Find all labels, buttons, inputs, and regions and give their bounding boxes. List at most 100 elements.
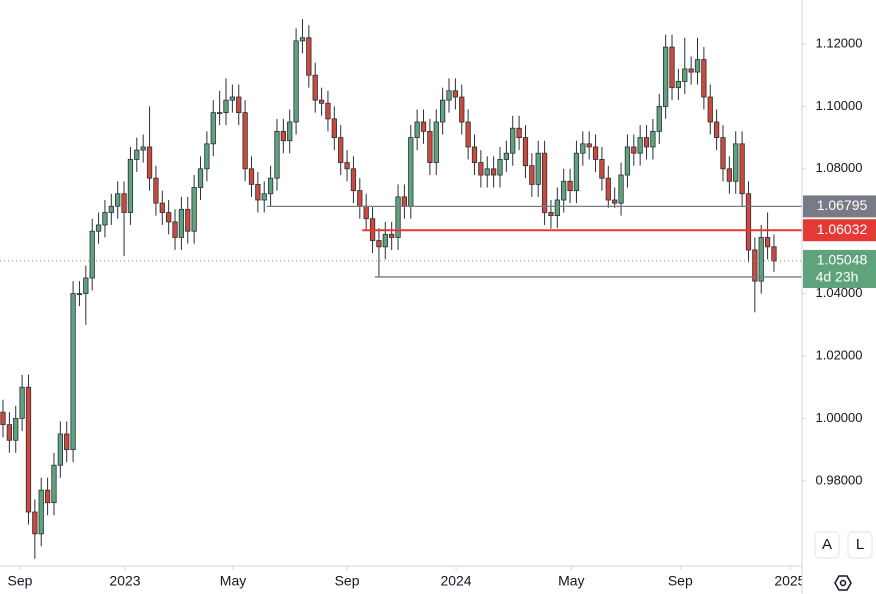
candle-body (561, 180, 567, 201)
button-a[interactable]: A (814, 531, 840, 559)
candle-body (102, 212, 108, 226)
candle-body (382, 233, 388, 248)
candle-body (25, 386, 32, 513)
candle-body (510, 127, 516, 154)
candle-body (350, 168, 357, 192)
x-tick-label: Sep (668, 573, 693, 589)
plot-area: Sep 2023 May Sep 2024 May Sep 2025 (0, 19, 806, 589)
candle-body (312, 74, 318, 101)
candle-body (643, 137, 650, 148)
candle-body (688, 68, 694, 73)
candle-body (605, 177, 611, 201)
candle-body (389, 233, 395, 238)
candle-body (535, 152, 541, 185)
candle-body (395, 196, 401, 238)
candle-body (503, 152, 509, 160)
candle-body (529, 165, 535, 185)
countdown-label: 4d 23h (816, 269, 859, 285)
x-tick-label: Sep (335, 573, 360, 589)
y-tick-label: 1.08000 (816, 160, 863, 175)
candle-body (236, 96, 242, 114)
x-tick-label: May (220, 573, 246, 589)
candle-body (242, 112, 248, 170)
candle-body (713, 121, 720, 138)
candle-body (19, 386, 25, 419)
level-price-label: 1.06795 (817, 197, 868, 213)
candle-body (618, 174, 624, 204)
candle-body (217, 112, 223, 115)
candle-body (637, 137, 643, 154)
candle-body (153, 177, 159, 204)
candle-body (580, 143, 586, 154)
candle-body (771, 246, 777, 262)
candle-body (465, 121, 471, 148)
candle-body (427, 130, 433, 163)
candle-body (739, 143, 745, 195)
candle-body (586, 143, 592, 148)
candle-body (89, 230, 95, 279)
candle-body (612, 199, 618, 204)
y-tick-label: 1.00000 (816, 410, 863, 425)
candle-body (663, 46, 669, 107)
x-tick-label: 2023 (109, 573, 140, 589)
candle-body (44, 489, 51, 504)
candle-body (554, 199, 560, 217)
axes: 1.120001.100001.080001.060001.040001.020… (19, 35, 876, 570)
candle-body (408, 137, 414, 207)
button-bg[interactable] (814, 531, 840, 559)
candle-body (210, 112, 216, 145)
level-price-box (803, 195, 876, 218)
candle-body (541, 152, 548, 213)
settings-icon[interactable] (834, 575, 852, 591)
candle-body (490, 168, 497, 176)
candle-body (758, 237, 764, 282)
y-tick-label: 0.98000 (816, 472, 863, 487)
gear-hole[interactable] (839, 579, 847, 587)
candle-body (255, 184, 261, 201)
candle-body (108, 205, 114, 213)
candle-body (6, 424, 12, 441)
candle-body (338, 137, 344, 163)
candle-body (267, 177, 274, 195)
candle-body (720, 137, 726, 170)
button-bg[interactable] (847, 531, 873, 559)
candle-body (32, 511, 38, 535)
candle-body (306, 37, 312, 76)
candle-body (573, 152, 580, 192)
candle-body (669, 46, 675, 89)
candle-body (121, 193, 127, 213)
button-label[interactable]: L (856, 536, 864, 553)
candle-body (159, 202, 165, 213)
candle-body (516, 127, 522, 138)
candle-body (223, 99, 229, 114)
button-label[interactable]: A (822, 536, 832, 553)
candle-body (76, 293, 83, 296)
candle-body (745, 193, 752, 251)
candle-body (287, 121, 293, 142)
candle-body (299, 37, 306, 42)
candle-body (83, 277, 89, 295)
gear-shape[interactable] (834, 575, 852, 591)
y-tick-label: 1.12000 (816, 35, 863, 50)
level-price-label: 1.06032 (817, 221, 868, 237)
candle-body (51, 464, 57, 504)
candle-body (172, 221, 178, 238)
candle-body (134, 149, 140, 160)
y-tick-label: 1.04000 (816, 285, 863, 300)
candle-body (70, 293, 76, 451)
candle-body (567, 180, 573, 192)
y-tick-label: 1.10000 (816, 98, 863, 113)
candle-body (293, 40, 299, 123)
candle-body (656, 105, 662, 132)
candle-body (166, 212, 172, 223)
candle-body (764, 237, 771, 248)
candle-body (363, 205, 369, 220)
candle-body (497, 159, 503, 176)
candle-body (344, 162, 350, 170)
x-tick-label: 2024 (440, 573, 471, 589)
candle-body (185, 208, 191, 232)
candle-body (127, 159, 134, 213)
button-l[interactable]: L (847, 531, 873, 559)
last-price-label: 1.05048 (817, 252, 868, 268)
